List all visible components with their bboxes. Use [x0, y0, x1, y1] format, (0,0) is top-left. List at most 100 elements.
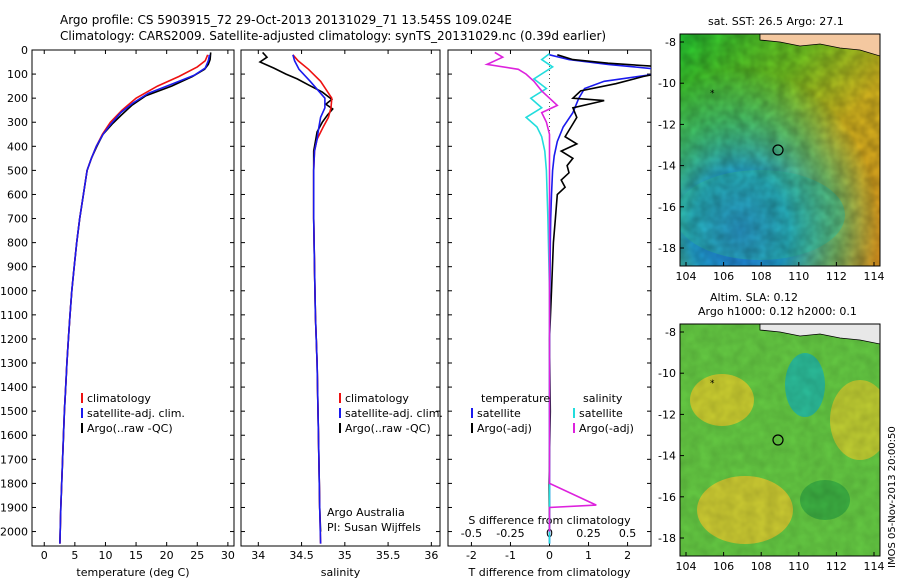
x-tick-label: 5	[71, 549, 78, 562]
map-x-tick-label: 114	[864, 270, 885, 283]
s-tick-label: -0.5	[461, 527, 482, 540]
depth-tick-label: 900	[7, 261, 28, 274]
x-tick-label: -1	[505, 549, 516, 562]
x-tick-label: 2	[624, 549, 631, 562]
x-tick-label: 36	[424, 549, 438, 562]
map-y-tick-label: -18	[658, 532, 676, 545]
map-y-tick-label: -14	[658, 160, 676, 173]
depth-tick-label: 300	[7, 116, 28, 129]
legend-label: Argo(..raw -QC)	[87, 422, 173, 435]
depth-tick-label: 1000	[0, 285, 28, 298]
sst-star-marker: *	[710, 89, 715, 99]
x-tick-label: 10	[98, 549, 112, 562]
x-tick-label: 34	[251, 549, 265, 562]
map-y-tick-label: -12	[658, 408, 676, 421]
map-x-tick-label: 108	[751, 270, 772, 283]
legend-label: satellite	[477, 407, 521, 420]
legend-heading-salinity: salinity	[583, 392, 623, 405]
legend-label: satellite-adj. clim.	[345, 407, 443, 420]
map-x-tick-label: 112	[826, 560, 847, 573]
depth-tick-label: 2000	[0, 526, 28, 539]
map-x-tick-label: 110	[788, 270, 809, 283]
sst-argo-location-marker	[772, 144, 784, 156]
map-x-tick-label: 114	[864, 560, 885, 573]
depth-tick-label: 1400	[0, 381, 28, 394]
legend-label: satellite-adj. clim.	[87, 407, 185, 420]
series-temperature-satellite	[548, 54, 651, 544]
map-x-tick-label: 104	[676, 270, 697, 283]
map-y-tick-label: -16	[658, 491, 676, 504]
series-satellite-adj-clim-	[59, 54, 211, 544]
series-climatology	[292, 54, 333, 544]
x-tick-label: 1	[585, 549, 592, 562]
map-y-tick-label: -18	[658, 242, 676, 255]
sla-map-title-2: Argo h1000: 0.12 h2000: 0.1	[698, 305, 857, 318]
temperature-panel: 0100200300400500600700800900100011001200…	[0, 44, 235, 579]
salinity-panel: 34 34.5 35 35.5 36 salinity climatology satelli…	[240, 49, 443, 579]
depth-tick-label: 1100	[0, 309, 28, 322]
depth-tick-label: 700	[7, 213, 28, 226]
depth-tick-label: 1300	[0, 357, 28, 370]
legend-heading-temperature: temperature	[481, 392, 550, 405]
x-tick-label: 35.5	[376, 549, 401, 562]
map-x-tick-label: 106	[713, 560, 734, 573]
x-tick-label: 35	[338, 549, 352, 562]
sst-map: sat. SST: 26.5 Argo: 27.1 * 104 106 108 110…	[658, 15, 884, 283]
series-argo-raw-qc-	[258, 51, 334, 532]
s-tick-label: 0.25	[576, 527, 601, 540]
plot-frame	[240, 49, 441, 547]
legend-label: Argo(-adj)	[477, 422, 532, 435]
sst-land	[759, 34, 880, 57]
legend-label: Argo(-adj)	[579, 422, 634, 435]
map-y-tick-label: -12	[658, 118, 676, 131]
map-x-tick-label: 110	[788, 560, 809, 573]
depth-tick-label: 0	[21, 44, 28, 57]
imos-timestamp: IMOS 05-Nov-2013 20:00:50	[887, 426, 898, 568]
sst-texture	[680, 34, 880, 266]
x-tick-label: 25	[190, 549, 204, 562]
x-tick-label: -2	[466, 549, 477, 562]
depth-tick-label: 400	[7, 140, 28, 153]
x-axis-label: T difference from climatology	[468, 566, 631, 579]
title-line-1: Argo profile: CS 5903915_72 29-Oct-2013 …	[60, 13, 512, 27]
depth-tick-label: 800	[7, 237, 28, 250]
legend-label: climatology	[87, 392, 151, 405]
map-y-tick-label: -8	[665, 326, 676, 339]
depth-tick-label: 1500	[0, 405, 28, 418]
map-y-tick-label: -8	[665, 36, 676, 49]
depth-tick-label: 1200	[0, 333, 28, 346]
series-argo-raw-qc-	[59, 52, 212, 544]
depth-tick-label: 100	[7, 68, 28, 81]
x-tick-label: 0	[41, 549, 48, 562]
map-y-tick-label: -10	[658, 77, 676, 90]
legend-label: satellite	[579, 407, 623, 420]
depth-tick-label: 500	[7, 164, 28, 177]
sla-map-title-1: Altim. SLA: 0.12	[710, 291, 798, 304]
x-tick-label: 15	[129, 549, 143, 562]
sla-map: Altim. SLA: 0.12 Argo h1000: 0.12 h2000:…	[658, 291, 885, 573]
depth-tick-label: 1600	[0, 429, 28, 442]
map-x-tick-label: 106	[713, 270, 734, 283]
map-x-tick-label: 108	[751, 560, 772, 573]
map-x-tick-label: 112	[826, 270, 847, 283]
legend-label: Argo(..raw -QC)	[345, 422, 431, 435]
x-tick-label: 0	[546, 549, 553, 562]
series-satellite-adj-clim-	[292, 54, 326, 544]
x-tick-label: 34.5	[289, 549, 314, 562]
sla-star-marker: *	[710, 379, 715, 389]
x-tick-label: 20	[160, 549, 174, 562]
map-y-tick-label: -16	[658, 201, 676, 214]
sla-argo-location-marker	[772, 434, 784, 446]
map-y-tick-label: -14	[658, 450, 676, 463]
x-tick-label: 30	[221, 549, 235, 562]
depth-tick-label: 1700	[0, 453, 28, 466]
title-line-2: Climatology: CARS2009. Satellite-adjuste…	[60, 29, 606, 43]
sst-map-title: sat. SST: 26.5 Argo: 27.1	[708, 15, 844, 28]
s-tick-label: -0.25	[496, 527, 524, 540]
series-temperature-argo-adj-	[548, 54, 651, 532]
difference-panel: -2 -1 0 1 2-0.5 -0.25 0 0.25 0.5S difference fro…	[447, 49, 652, 579]
depth-tick-label: 1800	[0, 477, 28, 490]
series-salinity-argo-adj-	[484, 51, 597, 532]
x-axis-label: salinity	[321, 566, 361, 579]
